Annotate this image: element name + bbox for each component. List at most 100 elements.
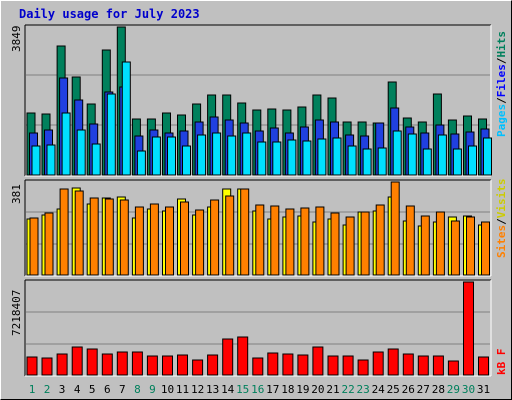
top-pages-bar-day-23 xyxy=(362,148,372,176)
top-pages-bar-day-24 xyxy=(377,147,387,176)
mid-sites-bar-day-31 xyxy=(481,221,490,276)
legend-hits: Hits xyxy=(495,31,508,58)
x-tick-label-day-7: 7 xyxy=(119,383,126,396)
legend-kbf-wrap: kB F xyxy=(495,349,508,376)
bot-kb-f-bar-day-19 xyxy=(297,354,309,376)
ymax-label-sites: 381 xyxy=(10,184,23,204)
x-tick-label-day-14: 14 xyxy=(221,383,235,396)
x-tick-label-day-28: 28 xyxy=(432,383,445,396)
top-pages-bar-day-9 xyxy=(151,136,161,176)
x-tick-label-day-8: 8 xyxy=(134,383,141,396)
top-pages-bar-day-16 xyxy=(257,141,267,176)
legend-pages: Pages xyxy=(495,104,508,137)
x-tick-label-day-24: 24 xyxy=(372,383,386,396)
ymax-label-kbf: 7218407 xyxy=(10,290,23,336)
mid-sites-bar-day-5 xyxy=(89,197,99,276)
bot-kb-f-bar-day-4 xyxy=(71,346,83,376)
mid-sites-bar-day-16 xyxy=(255,204,265,276)
top-pages-bar-day-15 xyxy=(242,132,252,176)
mid-sites-bar-day-3 xyxy=(59,188,69,276)
bot-kb-f-bar-day-28 xyxy=(432,355,444,376)
bot-kb-f-bar-day-5 xyxy=(86,348,98,376)
x-tick-label-day-16: 16 xyxy=(251,383,264,396)
bot-kb-f-bar-day-24 xyxy=(372,351,384,376)
chart-title: Daily usage for July 2023 xyxy=(19,7,200,21)
x-tick-label-day-10: 10 xyxy=(161,383,174,396)
x-tick-label-day-9: 9 xyxy=(149,383,156,396)
top-pages-bar-day-14 xyxy=(227,135,237,176)
legend-sep-2: / xyxy=(495,57,508,64)
top-pages-bar-day-11 xyxy=(182,145,191,176)
bot-kb-f-bar-day-29 xyxy=(447,360,459,376)
top-pages-bar-day-29 xyxy=(452,148,462,176)
x-tick-label-day-18: 18 xyxy=(281,383,294,396)
legend-hits-files-pages: Pages/Files/Hits xyxy=(495,31,508,137)
top-pages-bar-day-17 xyxy=(272,141,282,176)
mid-sites-bar-day-13 xyxy=(210,199,220,276)
legend-sites-visits: Sites/Visits xyxy=(495,179,508,259)
bot-kb-f-bar-day-14 xyxy=(222,338,234,376)
top-pages-bar-day-10 xyxy=(167,136,176,176)
legend-kbf: kB F xyxy=(495,349,508,376)
mid-sites-bar-day-22 xyxy=(345,216,355,276)
bot-kb-f-bar-day-18 xyxy=(282,353,294,376)
mid-sites-bar-day-28 xyxy=(435,211,445,276)
top-pages-bar-day-25 xyxy=(392,130,402,176)
x-tick-label-day-13: 13 xyxy=(206,383,219,396)
top-pages-bar-day-5 xyxy=(91,143,101,176)
bot-kb-f-bar-day-17 xyxy=(267,352,279,376)
ymax-label-hits: 3849 xyxy=(10,26,23,53)
bot-kb-f-bar-day-27 xyxy=(417,355,429,376)
mid-sites-bar-day-1 xyxy=(29,217,39,276)
top-pages-bar-day-3 xyxy=(61,112,71,176)
top-pages-bar-day-22 xyxy=(347,145,357,176)
bot-kb-f-bar-day-20 xyxy=(312,346,324,376)
mid-sites-bar-day-25 xyxy=(390,181,400,276)
panel-hits-files-pages xyxy=(24,24,492,177)
x-tick-label-day-25: 25 xyxy=(387,383,400,396)
top-pages-bar-day-19 xyxy=(302,140,312,176)
x-tick-label-day-12: 12 xyxy=(191,383,204,396)
x-tick-label-day-31: 31 xyxy=(477,383,490,396)
bot-kb-f-bar-day-31 xyxy=(478,356,489,376)
mid-sites-bar-day-17 xyxy=(270,205,280,276)
bot-kb-f-bar-day-13 xyxy=(207,354,219,376)
bot-kb-f-bar-day-12 xyxy=(192,359,204,376)
legend-sep-3: / xyxy=(495,218,508,225)
x-tick-label-day-1: 1 xyxy=(29,383,36,396)
top-pages-bar-day-13 xyxy=(212,132,222,176)
top-pages-bar-day-26 xyxy=(407,133,417,176)
bot-kb-f-bar-day-16 xyxy=(252,357,264,376)
x-tick-label-day-6: 6 xyxy=(104,383,111,396)
mid-sites-bar-day-27 xyxy=(420,215,430,276)
legend-files: Files xyxy=(495,64,508,97)
mid-sites-bar-day-10 xyxy=(165,206,174,276)
x-tick-label-day-5: 5 xyxy=(89,383,96,396)
mid-sites-bar-day-11 xyxy=(180,201,189,276)
mid-sites-bar-day-20 xyxy=(315,206,325,276)
bot-kb-f-bar-day-23 xyxy=(357,359,369,376)
panel-kbf xyxy=(24,279,492,377)
x-tick-label-day-26: 26 xyxy=(402,383,415,396)
legend-sep-1: / xyxy=(495,97,508,104)
bot-kb-f-bar-day-9 xyxy=(146,355,158,376)
top-pages-bar-day-28 xyxy=(437,134,447,176)
mid-sites-bar-day-8 xyxy=(134,206,144,276)
top-pages-bar-day-18 xyxy=(287,139,297,176)
x-tick-label-day-17: 17 xyxy=(266,383,279,396)
bot-kb-f-bar-day-6 xyxy=(101,353,113,376)
x-tick-label-day-21: 21 xyxy=(326,383,339,396)
mid-sites-bar-day-24 xyxy=(375,204,385,276)
x-tick-label-day-23: 23 xyxy=(356,383,369,396)
mid-sites-bar-day-2 xyxy=(44,212,54,276)
mid-sites-bar-day-15 xyxy=(240,188,250,276)
x-tick-label-day-3: 3 xyxy=(59,383,66,396)
mid-sites-bar-day-26 xyxy=(405,205,415,276)
top-pages-bar-day-8 xyxy=(136,150,146,176)
bot-kb-f-bar-day-26 xyxy=(402,353,414,376)
mid-sites-bar-day-7 xyxy=(119,199,129,276)
x-tick-label-day-11: 11 xyxy=(176,383,189,396)
top-pages-bar-day-4 xyxy=(76,129,86,176)
bot-kb-f-bar-day-1 xyxy=(26,356,38,376)
